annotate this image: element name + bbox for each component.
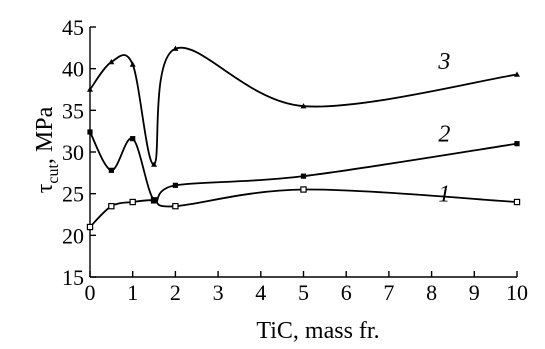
y-tick-label: 25 xyxy=(62,182,84,207)
tick-marks xyxy=(89,26,518,278)
series-2-point xyxy=(514,141,520,147)
series-markers xyxy=(86,45,521,231)
series-1-line xyxy=(89,188,518,228)
series-1-point xyxy=(513,198,521,206)
x-tick-label: 10 xyxy=(506,280,528,305)
series-3-label: 3 xyxy=(437,49,450,75)
x-tick-label: 8 xyxy=(426,280,437,305)
series-2-point xyxy=(151,197,157,203)
series-3-point xyxy=(129,61,136,67)
y-tick-label: 35 xyxy=(62,98,84,123)
x-tick-label: 6 xyxy=(341,280,352,305)
series-labels: 1 2 3 xyxy=(437,49,450,208)
series-3-line xyxy=(89,46,518,166)
series-1-point xyxy=(172,202,179,210)
x-tick-label: 2 xyxy=(170,280,181,305)
series-1-point xyxy=(86,223,94,231)
series-2-point xyxy=(172,182,178,188)
series-3-point xyxy=(87,86,93,92)
y-tick-label: 45 xyxy=(62,15,84,40)
series-3-point xyxy=(514,71,520,77)
series-3-point xyxy=(172,45,179,51)
series-1-label: 1 xyxy=(438,182,450,208)
x-tick-label: 7 xyxy=(383,280,394,305)
y-axis-title-symbol: τ xyxy=(32,183,58,193)
x-tick-label: 4 xyxy=(255,280,266,305)
x-tick-label: 0 xyxy=(85,280,96,305)
series-3-point xyxy=(151,161,158,167)
x-tick-label: 1 xyxy=(127,280,138,305)
series-2-point xyxy=(300,173,307,179)
y-tick-label: 30 xyxy=(62,140,84,165)
y-tick-label: 15 xyxy=(62,265,84,290)
series-3-point xyxy=(300,103,307,109)
series-2-point xyxy=(87,129,93,135)
series-1-point xyxy=(108,202,115,210)
y-axis-title: τcut, MPa xyxy=(32,106,62,193)
y-tick-label: 20 xyxy=(62,223,84,248)
series-1-point xyxy=(300,186,307,193)
series-2-label: 2 xyxy=(438,122,450,148)
y-tick-label: 40 xyxy=(62,57,84,82)
series-3-point xyxy=(108,59,115,65)
series-2-line xyxy=(89,131,518,203)
x-tick-label: 5 xyxy=(298,280,309,305)
axes xyxy=(89,27,517,278)
y-axis-title-subscript: cut xyxy=(45,164,62,184)
x-tick-label: 9 xyxy=(469,280,480,305)
series-1-point xyxy=(129,198,136,206)
y-axis-title-unit: , MPa xyxy=(32,106,58,164)
x-tick-label: 3 xyxy=(213,280,224,305)
series-2-point xyxy=(130,136,136,142)
series-2-point xyxy=(108,167,114,173)
x-axis-title: TiC, mass fr. xyxy=(256,318,379,344)
